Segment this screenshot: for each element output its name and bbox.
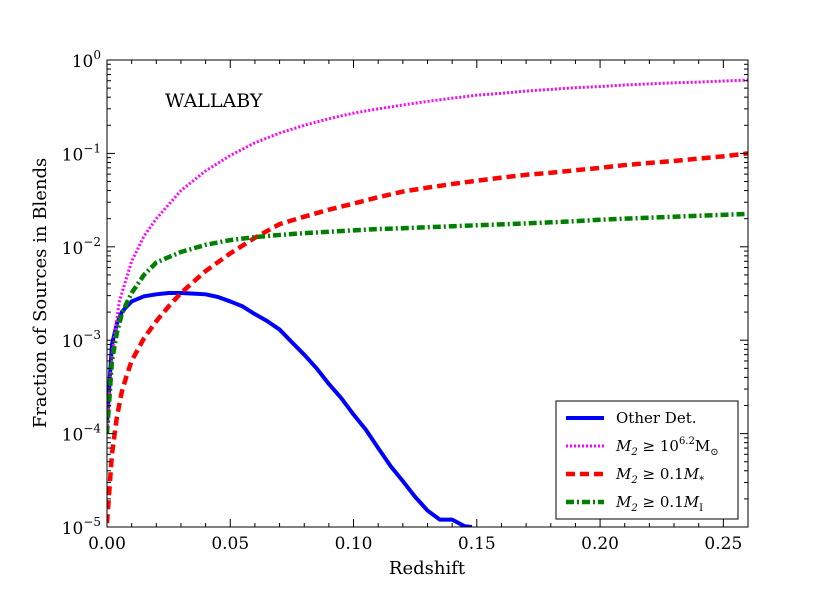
x-tick-label: 0.00 xyxy=(88,534,126,554)
legend-label-2: M2 ≥ 0.1M* xyxy=(615,465,704,486)
x-tick-label: 0.20 xyxy=(581,534,619,554)
legend-label-0: Other Det. xyxy=(616,409,697,427)
x-tick-label: 0.15 xyxy=(458,534,496,554)
y-tick-label: 10−5 xyxy=(62,515,101,539)
series-line-0 xyxy=(107,291,473,527)
legend-label-3: M2 ≥ 0.1MI xyxy=(615,493,703,514)
annotation-wallaby: WALLABY xyxy=(165,90,263,112)
y-tick-label: 100 xyxy=(72,48,101,72)
x-tick-label: 0.05 xyxy=(211,534,249,554)
y-tick-label: 10−4 xyxy=(62,422,102,446)
legend-label-1: M2 ≥ 106.2M⊙ xyxy=(615,436,719,458)
x-tick-label: 0.25 xyxy=(704,534,742,554)
legend-box xyxy=(555,400,739,520)
series-line-2 xyxy=(107,151,748,524)
series-line-3 xyxy=(107,211,748,434)
y-tick-label: 10−3 xyxy=(62,328,101,352)
legend: Other Det. M2 ≥ 106.2M⊙ M2 ≥ 0.1M* M2 ≥ 0.1… xyxy=(555,400,739,520)
y-tick-label: 10−2 xyxy=(62,235,101,259)
legend-items: Other Det. M2 ≥ 106.2M⊙ M2 ≥ 0.1M* M2 ≥ 0.1… xyxy=(566,409,719,514)
series-line-1 xyxy=(107,78,748,434)
tick-layer: 0.00 0.05 0.10 0.15 0.20 0.25 10−5 10−4 10−3 10−2… xyxy=(62,48,748,554)
x-tick-label: 0.10 xyxy=(335,534,373,554)
y-tick-label: 10−1 xyxy=(62,141,101,165)
x-axis-label: Redshift xyxy=(389,558,466,579)
series-layer xyxy=(107,78,748,527)
y-axis-label: Fraction of Sources in Blends xyxy=(30,158,51,428)
